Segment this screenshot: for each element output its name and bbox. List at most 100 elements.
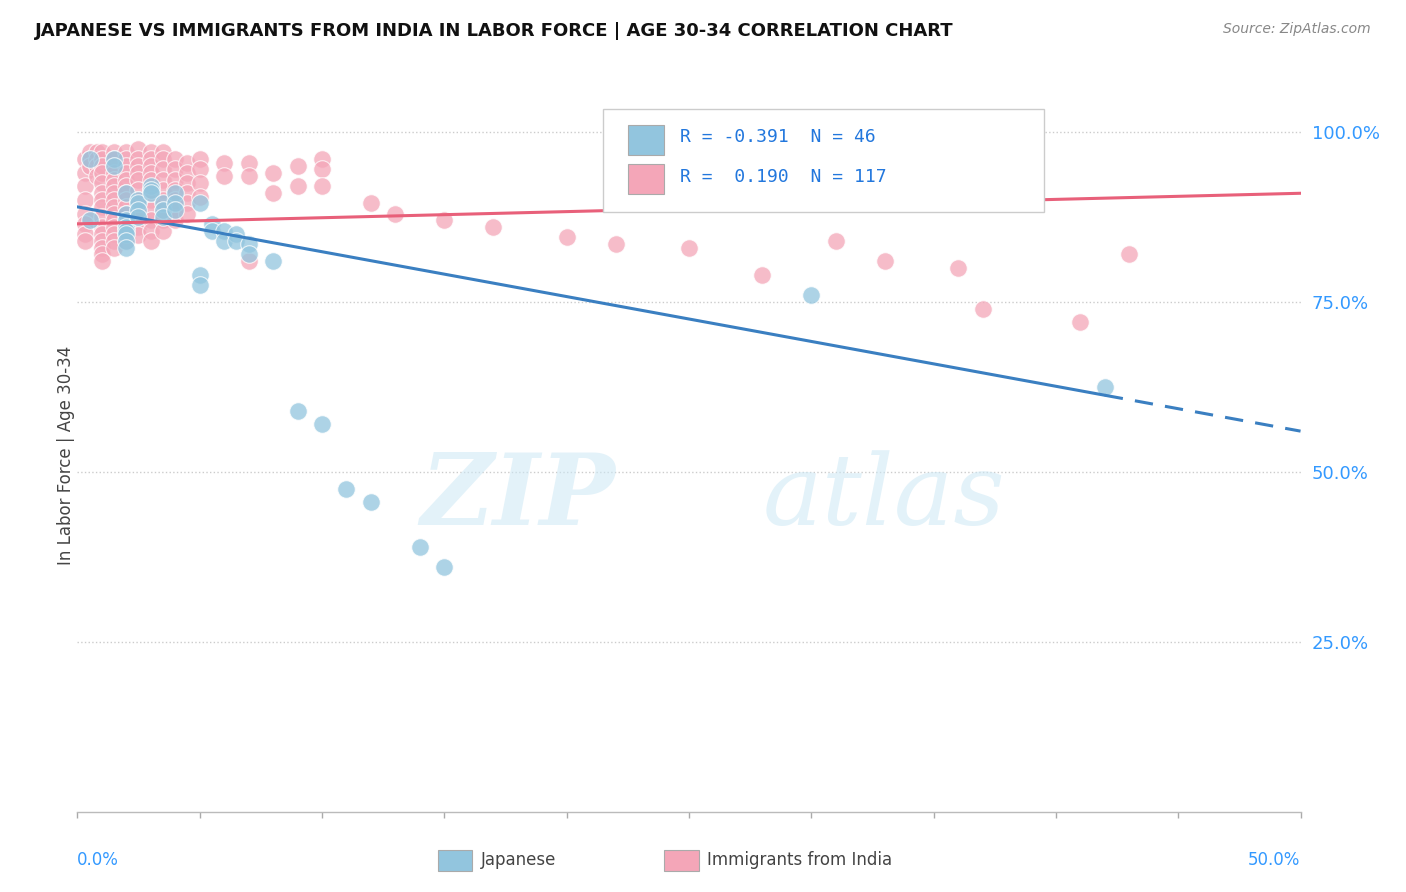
Point (115, 213, 138, 227)
Text: atlas: atlas (762, 450, 1005, 545)
FancyBboxPatch shape (628, 164, 665, 194)
Point (152, 193, 174, 207)
Point (176, 196, 198, 211)
Point (824, 234, 846, 248)
Point (165, 193, 187, 207)
Point (152, 183, 174, 197)
Point (139, 183, 162, 197)
Point (165, 186, 187, 201)
Text: 0.0%: 0.0% (77, 851, 120, 869)
Point (605, 237, 627, 252)
Point (79, 159, 101, 173)
Point (103, 166, 125, 180)
Point (90, 200, 112, 214)
Point (115, 193, 138, 207)
Point (103, 159, 125, 173)
Point (152, 224, 174, 238)
Point (115, 166, 138, 180)
Point (103, 241, 125, 255)
Point (86, 153, 108, 167)
Text: JAPANESE VS IMMIGRANTS FROM INDIA IN LABOR FORCE | AGE 30-34 CORRELATION CHART: JAPANESE VS IMMIGRANTS FROM INDIA IN LAB… (35, 22, 953, 40)
Point (139, 234, 162, 248)
Point (176, 207, 198, 221)
Point (115, 220, 138, 235)
Point (225, 227, 247, 241)
Point (73, 166, 96, 180)
Point (90, 145, 112, 160)
Point (115, 213, 138, 227)
Point (139, 179, 162, 194)
Point (73, 227, 96, 241)
Point (115, 227, 138, 241)
Point (90, 227, 112, 241)
FancyBboxPatch shape (603, 109, 1043, 212)
Point (128, 153, 150, 167)
Point (115, 179, 138, 194)
Point (360, 196, 382, 211)
Point (165, 203, 187, 218)
Point (433, 213, 456, 227)
Text: 50.0%: 50.0% (1249, 851, 1301, 869)
Point (482, 220, 505, 235)
Point (139, 153, 162, 167)
Point (90, 234, 112, 248)
FancyBboxPatch shape (628, 125, 665, 155)
Point (188, 162, 211, 177)
Point (165, 196, 187, 211)
Point (139, 203, 162, 218)
Point (152, 162, 174, 177)
Point (262, 254, 284, 268)
Point (115, 186, 138, 201)
Point (1094, 380, 1116, 394)
Point (115, 207, 138, 221)
Point (128, 166, 150, 180)
Point (115, 224, 138, 238)
Point (90, 241, 112, 255)
Point (139, 193, 162, 207)
Point (128, 159, 150, 173)
Point (128, 203, 150, 218)
Point (287, 179, 309, 194)
Point (103, 153, 125, 167)
Point (1118, 247, 1140, 261)
FancyBboxPatch shape (665, 849, 699, 871)
Point (311, 153, 333, 167)
Point (165, 172, 187, 186)
Point (73, 153, 96, 167)
Point (139, 166, 162, 180)
Point (212, 155, 235, 169)
Point (115, 186, 138, 201)
Point (86, 159, 108, 173)
Point (103, 213, 125, 227)
Point (165, 153, 187, 167)
Point (188, 176, 211, 190)
Point (79, 213, 101, 227)
Point (152, 196, 174, 211)
Point (311, 417, 333, 432)
Point (73, 217, 96, 231)
Point (152, 203, 174, 218)
Text: Source: ZipAtlas.com: Source: ZipAtlas.com (1223, 22, 1371, 37)
Point (678, 241, 700, 255)
Point (90, 254, 112, 268)
Point (433, 560, 456, 574)
Point (115, 172, 138, 186)
Point (115, 200, 138, 214)
Point (238, 247, 260, 261)
Point (152, 145, 174, 160)
Point (90, 159, 112, 173)
Point (79, 145, 101, 160)
Point (128, 172, 150, 186)
Point (128, 196, 150, 211)
FancyBboxPatch shape (439, 849, 472, 871)
Point (188, 278, 211, 293)
Point (139, 183, 162, 197)
Point (188, 189, 211, 203)
Point (90, 153, 112, 167)
Text: ZIP: ZIP (420, 450, 616, 546)
Point (201, 224, 224, 238)
Point (212, 224, 235, 238)
Point (139, 186, 162, 201)
Point (79, 153, 101, 167)
Point (103, 234, 125, 248)
